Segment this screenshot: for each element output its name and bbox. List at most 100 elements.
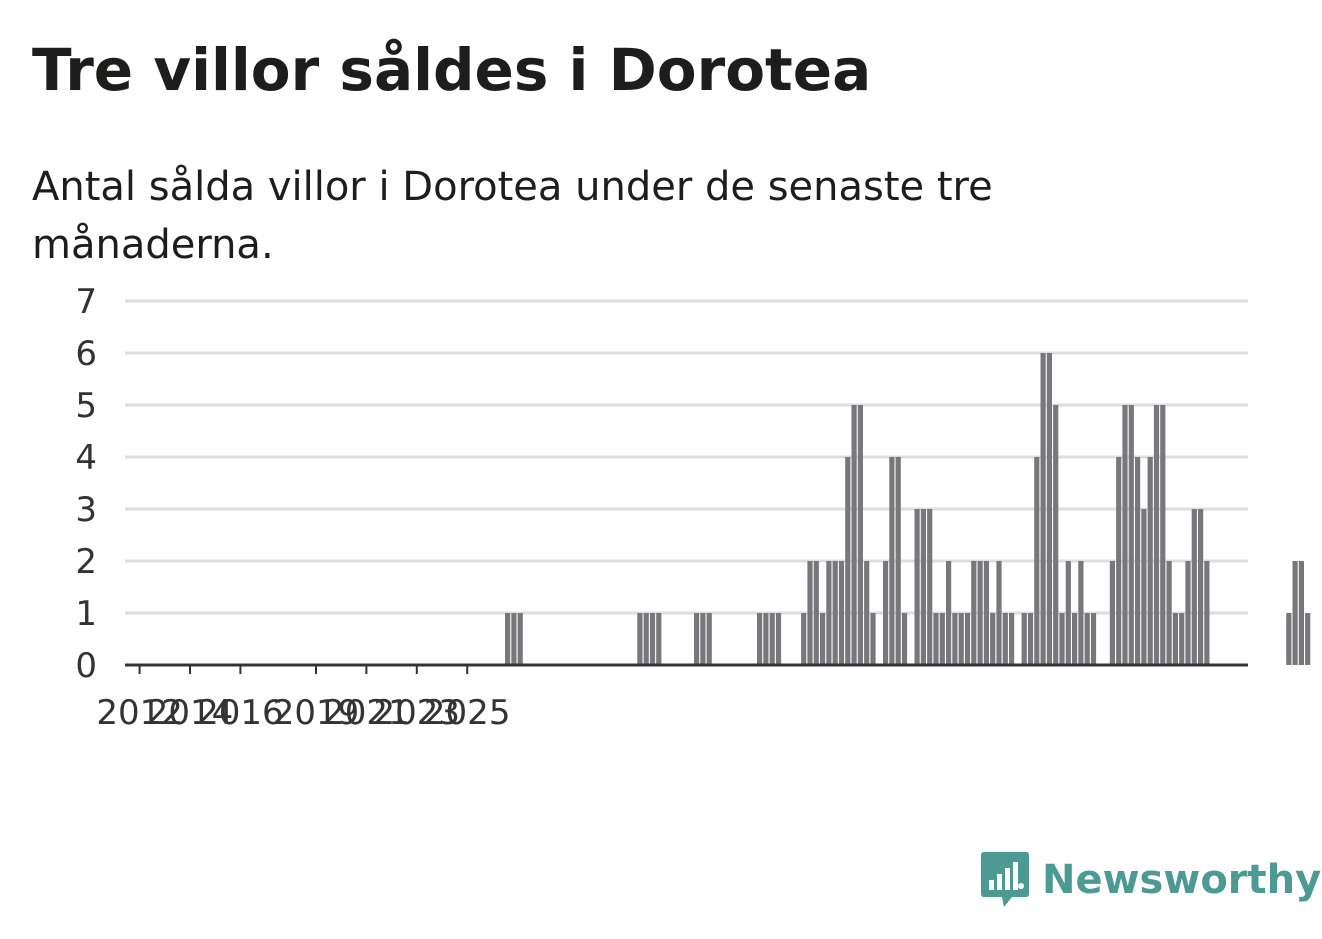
y-tick-label: 3: [75, 490, 97, 530]
bar: [1040, 353, 1046, 665]
bar: [649, 613, 656, 665]
bar: [1166, 561, 1172, 665]
bar: [757, 613, 763, 665]
bar: [1002, 613, 1008, 665]
bar: [1135, 457, 1141, 665]
bar: [1160, 405, 1166, 665]
y-tick-label: 7: [75, 282, 97, 322]
bar: [870, 613, 876, 665]
bar: [807, 561, 813, 665]
bar: [977, 561, 983, 665]
bar: [1090, 613, 1097, 665]
y-tick-label: 2: [75, 542, 97, 582]
bar: [851, 405, 857, 665]
y-tick-label: 5: [75, 386, 97, 426]
bar: [1305, 613, 1311, 665]
bar: [1185, 561, 1191, 665]
bar: [1153, 405, 1160, 665]
bar: [826, 561, 832, 665]
x-tick-label: 2023: [374, 693, 461, 733]
y-tick-label: 6: [75, 334, 97, 374]
bar: [832, 561, 838, 665]
brand-logo: Newsworthy: [980, 850, 1321, 910]
bar: [1084, 613, 1090, 665]
bar: [1172, 613, 1178, 665]
bar: [901, 613, 908, 665]
bar: [1078, 561, 1084, 665]
x-tick-label: 2014: [147, 693, 234, 733]
bar: [1053, 405, 1059, 665]
brand-name: Newsworthy: [1042, 857, 1322, 903]
bar: [1059, 613, 1065, 665]
bar: [1141, 509, 1147, 665]
bar: [864, 561, 870, 665]
bar: [1009, 613, 1015, 665]
bar: [946, 561, 952, 665]
y-tick-label: 1: [75, 594, 97, 634]
bar: [813, 561, 819, 665]
bar: [1065, 561, 1071, 665]
x-tick-label: 2012: [96, 693, 183, 733]
bar: [939, 613, 945, 665]
bar: [769, 613, 775, 665]
x-tick-label: 2021: [323, 693, 410, 733]
bar: [845, 457, 851, 665]
bar: [1204, 561, 1210, 665]
bar: [914, 509, 920, 665]
bar: [838, 561, 845, 665]
bar: [983, 561, 989, 665]
bar: [511, 613, 517, 665]
bar: [952, 613, 958, 665]
bar: [971, 561, 977, 665]
bar: [1116, 457, 1122, 665]
bar: [1122, 405, 1128, 665]
bar: [1109, 561, 1115, 665]
bar: [990, 613, 996, 665]
x-tick-label: 2016: [197, 693, 284, 733]
bar: [933, 613, 939, 665]
bar: [1286, 613, 1292, 665]
chart-subtitle: Antal sålda villor i Dorotea under de se…: [32, 164, 993, 268]
bar: [1191, 509, 1197, 665]
bar: [1292, 561, 1298, 665]
bar: [964, 613, 971, 665]
x-tick-label: 2025: [424, 693, 511, 733]
bar: [694, 613, 700, 665]
bar: [706, 613, 712, 665]
y-tick-label: 0: [75, 646, 97, 686]
bar: [1072, 613, 1078, 665]
bar: [801, 613, 807, 665]
bar: [643, 613, 649, 665]
bar: [1147, 457, 1153, 665]
bar: [505, 613, 511, 665]
bar: [637, 613, 643, 665]
y-axis-labels: 0 1 2 3 4 5 6 7: [75, 282, 97, 686]
bar: [857, 405, 863, 665]
bars: [505, 353, 1311, 665]
bar: [820, 613, 826, 665]
bar: [1198, 509, 1204, 665]
bar: [763, 613, 769, 665]
bar: [700, 613, 706, 665]
bar: [1298, 561, 1304, 665]
bar: [1046, 353, 1052, 665]
bar: [883, 561, 889, 665]
bar: [895, 457, 901, 665]
bar: [775, 613, 782, 665]
bar: [1128, 405, 1134, 665]
bar: [1021, 613, 1027, 665]
chart-title: Tre villor såldes i Dorotea: [32, 36, 872, 104]
bar: [517, 613, 523, 665]
y-tick-label: 4: [75, 438, 97, 478]
bar: [996, 561, 1002, 665]
bar: [1179, 613, 1185, 665]
bar: [927, 509, 933, 665]
bar: [958, 613, 964, 665]
bar: [920, 509, 926, 665]
bar: [1034, 457, 1040, 665]
bar: [656, 613, 662, 665]
x-tick-label: 2019: [273, 693, 360, 733]
newsworthy-logo-icon: [981, 852, 1029, 907]
